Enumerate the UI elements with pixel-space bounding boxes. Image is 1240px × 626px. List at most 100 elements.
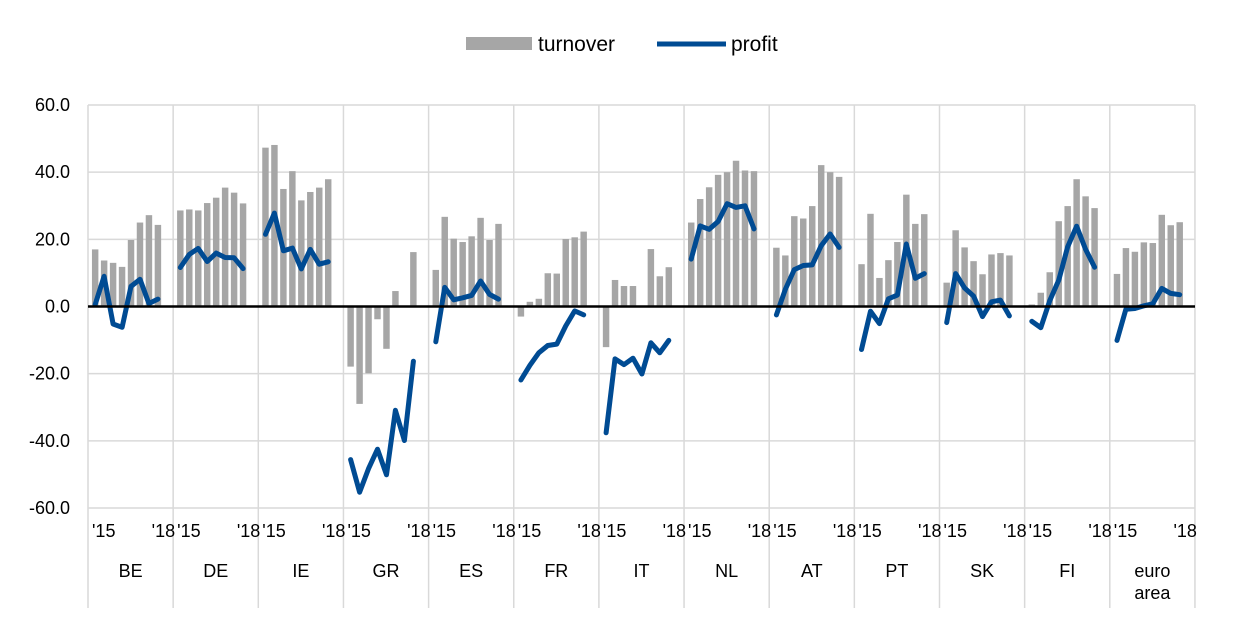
x-group-label: IE	[292, 561, 309, 581]
x-year-label: '18	[833, 521, 856, 541]
turnover-bar	[544, 273, 552, 307]
turnover-bar	[1140, 242, 1148, 307]
turnover-bar	[970, 261, 977, 307]
turnover-bar	[826, 172, 834, 307]
turnover-bar	[1055, 221, 1062, 307]
profit-line	[688, 201, 757, 262]
x-group-label: ES	[459, 561, 483, 581]
turnover-bar	[553, 273, 560, 307]
turnover-bar	[1073, 179, 1080, 307]
line-layer	[92, 201, 1183, 495]
turnover-bar	[961, 247, 968, 307]
turnover-bar	[714, 174, 722, 307]
turnover-bar	[562, 238, 569, 307]
turnover-bar	[988, 254, 995, 307]
legend-label-turnover: turnover	[538, 33, 615, 56]
turnover-bar	[432, 269, 439, 307]
turnover-bar	[979, 274, 986, 307]
turnover-bar	[1037, 292, 1045, 307]
x-year-label: '18	[577, 521, 600, 541]
turnover-bar	[858, 264, 865, 307]
turnover-bar	[486, 240, 493, 307]
turnover-bar	[526, 301, 534, 307]
turnover-bar	[687, 222, 695, 307]
turnover-bar	[867, 213, 874, 307]
turnover-bar	[221, 187, 229, 307]
turnover-bar	[118, 266, 126, 307]
turnover-bar	[1091, 208, 1098, 307]
turnover-bar	[1046, 272, 1053, 307]
x-year-label: '15	[262, 521, 285, 541]
turnover-bar	[91, 249, 99, 307]
turnover-bar	[656, 276, 664, 307]
turnover-bar	[647, 249, 655, 307]
turnover-bar	[952, 230, 959, 307]
turnover-bar	[885, 260, 892, 307]
x-group-label: area	[1134, 583, 1171, 603]
x-year-label: '18	[322, 521, 345, 541]
turnover-bar	[817, 165, 825, 307]
x-year-label: '18	[407, 521, 430, 541]
profit-line	[348, 358, 416, 495]
x-year-label: '15	[773, 521, 796, 541]
y-tick-label: -40.0	[29, 431, 70, 451]
turnover-bar	[1176, 222, 1183, 307]
turnover-bar	[1113, 273, 1121, 307]
x-year-label: '15	[944, 521, 967, 541]
y-tick-label: 20.0	[35, 229, 70, 249]
turnover-bar	[773, 247, 780, 307]
x-group-label: BE	[119, 561, 143, 581]
turnover-bar	[517, 306, 525, 317]
turnover-bar	[450, 238, 457, 307]
turnover-bar	[741, 170, 749, 307]
profit-line	[1114, 285, 1183, 343]
turnover-bar	[356, 306, 363, 404]
legend-label-profit: profit	[731, 33, 778, 56]
x-group-label: euro	[1134, 561, 1170, 581]
turnover-bar	[203, 203, 211, 307]
y-tick-label: 0.0	[45, 297, 70, 317]
turnover-bar	[723, 172, 731, 307]
turnover-bar	[1158, 214, 1166, 307]
turnover-bar	[808, 206, 816, 307]
legend: turnover profit	[466, 33, 778, 56]
profit-line	[773, 231, 842, 318]
x-year-label: '18	[1003, 521, 1026, 541]
turnover-bar	[298, 200, 305, 307]
turnover-bar	[571, 237, 578, 307]
turnover-bar	[365, 306, 372, 374]
x-year-label: '18	[152, 521, 175, 541]
legend-swatch-turnover	[466, 37, 532, 50]
x-year-label: '18	[748, 521, 771, 541]
x-year-label: '18	[918, 521, 941, 541]
x-group-label: GR	[373, 561, 400, 581]
x-year-label: '15	[433, 521, 456, 541]
turnover-bar	[629, 286, 637, 307]
turnover-bar	[109, 262, 117, 307]
turnover-bar	[602, 306, 610, 348]
turnover-bar	[468, 236, 475, 307]
turnover-bar	[1006, 255, 1013, 307]
profit-line	[603, 337, 672, 436]
turnover-bar	[1122, 248, 1130, 307]
x-group-label: SK	[970, 561, 994, 581]
x-group-label: NL	[715, 561, 738, 581]
turnover-bar	[383, 306, 390, 349]
x-group-label: IT	[633, 561, 649, 581]
x-group-label: DE	[203, 561, 228, 581]
turnover-bar	[943, 282, 950, 307]
x-year-label: '18	[663, 521, 686, 541]
turnover-bar	[791, 216, 798, 307]
turnover-bar	[611, 279, 619, 307]
x-group-label: AT	[801, 561, 823, 581]
turnover-bar	[145, 215, 153, 307]
turnover-bar	[1167, 225, 1174, 307]
profit-line	[518, 308, 587, 383]
turnover-bar	[154, 224, 162, 307]
x-year-label: '15	[92, 521, 115, 541]
profit-line	[177, 245, 246, 272]
turnover-bar	[705, 187, 713, 307]
x-year-label: '15	[518, 521, 541, 541]
x-year-label: '15	[858, 521, 881, 541]
profit-line	[263, 210, 331, 272]
